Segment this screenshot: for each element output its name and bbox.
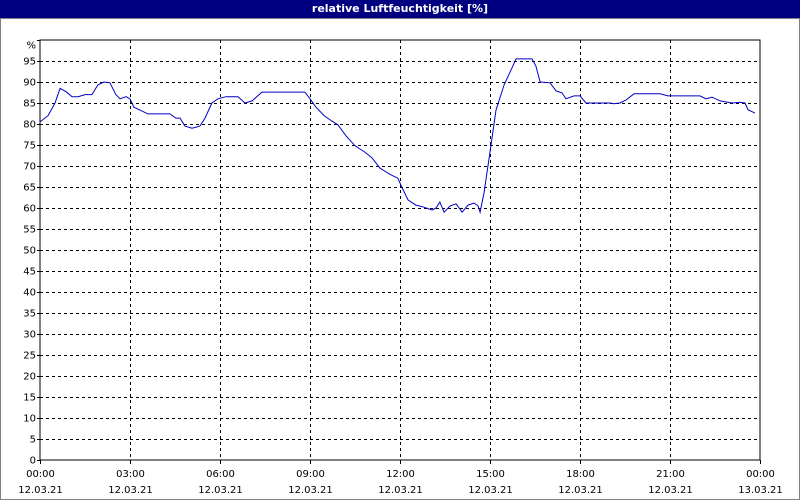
x-tick-date: 12.03.21 [468,485,513,496]
x-tick-date: 12.03.21 [108,485,153,496]
y-tick-label: 95 [23,57,36,68]
y-tick-label: 90 [23,78,36,89]
x-tick-date: 12.03.21 [18,485,63,496]
y-tick-label: 15 [23,393,36,404]
y-tick-label: 5 [30,435,36,446]
x-tick-date: 12.03.21 [198,485,243,496]
x-tick-label: 21:00 [656,469,685,480]
y-tick-label: 25 [23,351,36,362]
chart-title: relative Luftfeuchtigkeit [%] [312,2,488,15]
y-tick-label: 75 [23,141,36,152]
y-tick-label: 50 [23,246,36,257]
x-tick-date: 12.03.21 [648,485,693,496]
x-tick-label: 03:00 [116,469,145,480]
y-tick-label: 30 [23,330,36,341]
title-bar [0,0,800,18]
y-tick-label: 20 [23,372,36,383]
y-tick-label: 85 [23,99,36,110]
y-tick-label: 35 [23,309,36,320]
y-tick-label: 0 [30,456,36,467]
y-tick-label: 60 [23,204,36,215]
y-tick-label: 40 [23,288,36,299]
x-tick-label: 12:00 [386,469,415,480]
x-tick-date: 12.03.21 [378,485,423,496]
y-tick-label: 10 [23,414,36,425]
y-tick-label: 65 [23,183,36,194]
y-tick-label: 45 [23,267,36,278]
y-tick-label: 70 [23,162,36,173]
x-tick-label: 09:00 [296,469,325,480]
x-tick-label: 00:00 [746,469,775,480]
y-tick-label: % [26,41,36,52]
x-tick-date: 13.03.21 [738,485,783,496]
x-tick-label: 18:00 [566,469,595,480]
data-line [39,58,756,215]
x-tick-label: 00:00 [26,469,55,480]
x-tick-date: 12.03.21 [558,485,603,496]
y-tick-label: 55 [23,225,36,236]
y-tick-label: 80 [23,120,36,131]
x-tick-date: 12.03.21 [288,485,333,496]
x-tick-label: 15:00 [476,469,505,480]
x-tick-label: 06:00 [206,469,235,480]
